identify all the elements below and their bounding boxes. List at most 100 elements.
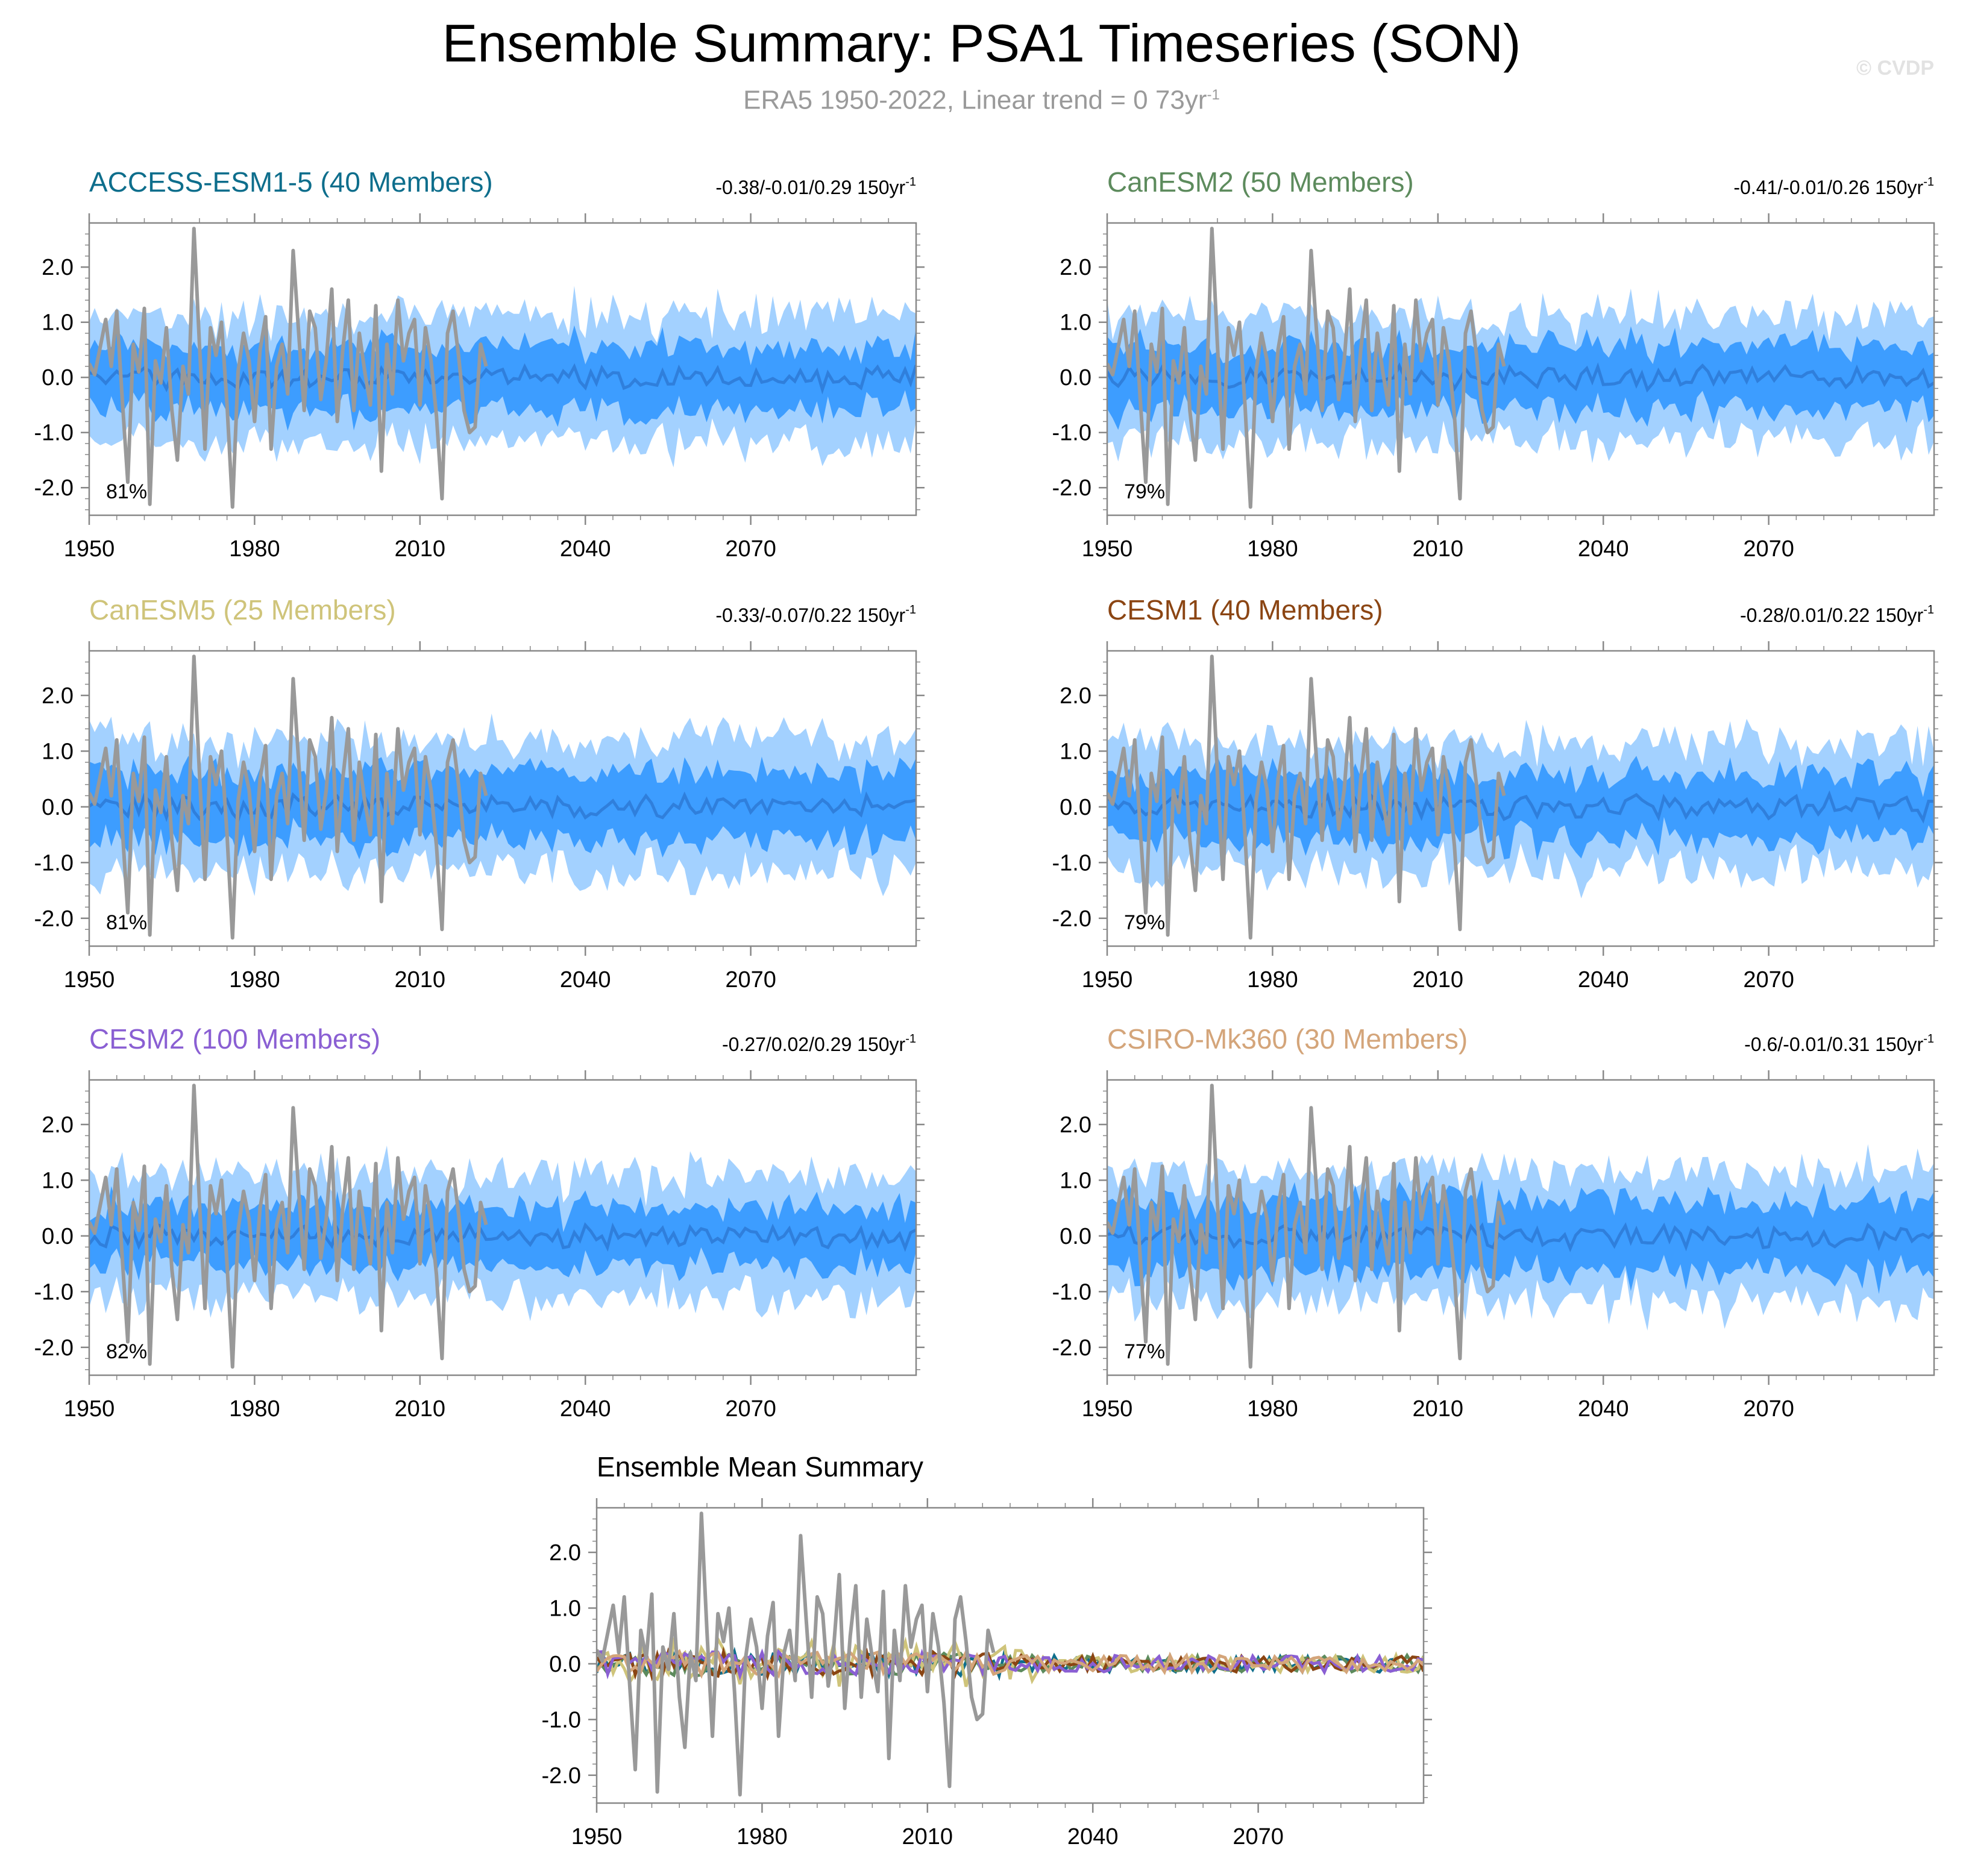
- x-tick-label: 2040: [560, 536, 611, 562]
- inner-spread-band: [1107, 326, 1934, 430]
- panel-5: CESM2 (100 Members) -0.27/0.02/0.29 150yr…: [34, 1023, 925, 1422]
- figure-title: Ensemble Summary: PSA1 Timeseries (SON): [442, 13, 1521, 73]
- y-tick-label: 1.0: [42, 739, 74, 764]
- x-tick-label: 1950: [1082, 536, 1133, 562]
- panel-1: ACCESS-ESM1-5 (40 Members) -0.38/-0.01/0.…: [34, 166, 925, 562]
- percent-label: 79%: [1124, 911, 1165, 934]
- model-mean-series-5: [597, 1648, 1424, 1681]
- x-tick-label: 1980: [229, 967, 280, 993]
- percent-label: 81%: [106, 911, 147, 934]
- y-tick-label: 0.0: [1060, 795, 1091, 820]
- x-tick-label: 2040: [1578, 1396, 1629, 1422]
- trend-stats: -0.41/-0.01/0.26 150yr-1: [1733, 175, 1934, 198]
- trend-stats: -0.6/-0.01/0.31 150yr-1: [1744, 1032, 1934, 1055]
- x-tick-label: 2070: [1743, 536, 1794, 562]
- y-tick-label: -1.0: [1052, 1279, 1091, 1305]
- x-tick-label: 2010: [1413, 967, 1464, 993]
- y-tick-label: 0.0: [549, 1652, 581, 1677]
- x-tick-label: 2010: [902, 1824, 953, 1849]
- observed-era5-line: [1107, 1084, 1506, 1369]
- ensemble-mean-line: [1107, 790, 1934, 824]
- trend-stats: -0.33/-0.07/0.22 150yr-1: [715, 603, 916, 626]
- y-tick-label: -1.0: [34, 1279, 74, 1305]
- y-tick-label: 1.0: [549, 1596, 581, 1621]
- plot-area: [1107, 1084, 1934, 1369]
- y-tick-label: 2.0: [42, 1112, 74, 1138]
- y-tick-label: -1.0: [1052, 421, 1091, 446]
- percent-label: 77%: [1124, 1340, 1165, 1363]
- x-tick-label: 2010: [1413, 536, 1464, 562]
- x-tick-label: 2010: [1413, 1396, 1464, 1422]
- x-tick-label: 2010: [395, 536, 446, 562]
- panel-title: ACCESS-ESM1-5 (40 Members): [89, 166, 493, 198]
- plot-area: [89, 1084, 916, 1369]
- panel-title: CESM1 (40 Members): [1107, 594, 1383, 626]
- panel-3: CanESM5 (25 Members) -0.33/-0.07/0.22 150…: [34, 594, 925, 993]
- plot-area: [89, 227, 916, 509]
- observed-era5-line: [1107, 654, 1506, 940]
- panel-title: Ensemble Mean Summary: [597, 1451, 923, 1482]
- y-tick-label: 2.0: [1060, 683, 1091, 709]
- y-tick-label: -2.0: [542, 1763, 581, 1789]
- x-tick-label: 2040: [1578, 967, 1629, 993]
- y-tick-label: 2.0: [42, 683, 74, 709]
- observed-era5-line: [89, 227, 488, 509]
- x-tick-label: 1980: [1247, 536, 1298, 562]
- plot-area: [1107, 654, 1934, 940]
- subtitle-exponent: -1: [1207, 87, 1220, 103]
- x-tick-label: 1950: [1082, 1396, 1133, 1422]
- panel-title: CSIRO-Mk360 (30 Members): [1107, 1023, 1468, 1055]
- panel-title: CESM2 (100 Members): [89, 1023, 380, 1055]
- plot-area: [1107, 227, 1934, 509]
- x-tick-label: 2070: [725, 536, 776, 562]
- y-tick-label: 0.0: [42, 1224, 74, 1249]
- observed-era5-line: [597, 1511, 996, 1797]
- y-tick-label: -1.0: [542, 1707, 581, 1733]
- ensemble-mean-line: [89, 791, 916, 823]
- panel-title: CanESM5 (25 Members): [89, 594, 396, 626]
- x-tick-label: 1950: [64, 967, 115, 993]
- y-tick-label: 2.0: [549, 1540, 581, 1566]
- inner-spread-band: [89, 756, 916, 859]
- y-tick-label: -2.0: [34, 475, 74, 501]
- figure-subtitle: ERA5 1950-2022, Linear trend = 0 73yr-1: [0, 78, 1963, 118]
- y-tick-label: -1.0: [1052, 850, 1091, 876]
- y-tick-label: -2.0: [1052, 475, 1091, 501]
- x-tick-label: 2040: [560, 967, 611, 993]
- percent-label: 82%: [106, 1340, 147, 1363]
- x-tick-label: 1980: [1247, 1396, 1298, 1422]
- y-tick-label: -1.0: [34, 421, 74, 446]
- observed-era5-line: [89, 1084, 488, 1369]
- inner-spread-band: [1107, 1180, 1934, 1294]
- subtitle-text: ERA5 1950-2022, Linear trend = 0 73yr: [743, 85, 1207, 115]
- x-tick-label: 2040: [560, 1396, 611, 1422]
- cvdp-watermark: © CVDP: [1856, 57, 1934, 80]
- panel-4: CESM1 (40 Members) -0.28/0.01/0.22 150yr-…: [1052, 594, 1943, 993]
- panel-title: CanESM2 (50 Members): [1107, 166, 1414, 198]
- y-tick-label: -1.0: [34, 850, 74, 876]
- trend-stats: -0.38/-0.01/0.29 150yr-1: [715, 175, 916, 198]
- percent-label: 81%: [106, 480, 147, 503]
- y-tick-label: 1.0: [1060, 1168, 1091, 1193]
- x-tick-label: 1980: [229, 1396, 280, 1422]
- y-tick-label: 1.0: [42, 310, 74, 336]
- x-tick-label: 1950: [64, 536, 115, 562]
- x-tick-label: 1950: [64, 1396, 115, 1422]
- model-mean-series-6: [597, 1648, 1424, 1680]
- plot-area: [89, 654, 916, 940]
- y-tick-label: -2.0: [34, 1335, 74, 1361]
- x-tick-label: 2070: [725, 1396, 776, 1422]
- y-tick-label: 2.0: [42, 255, 74, 280]
- x-tick-label: 2010: [395, 967, 446, 993]
- x-tick-label: 1980: [1247, 967, 1298, 993]
- y-tick-label: 2.0: [1060, 255, 1091, 280]
- x-tick-label: 2010: [395, 1396, 446, 1422]
- trend-stats: -0.27/0.02/0.29 150yr-1: [722, 1032, 916, 1055]
- trend-stats: -0.28/0.01/0.22 150yr-1: [1740, 603, 1934, 626]
- panel-6: CSIRO-Mk360 (30 Members) -0.6/-0.01/0.31 …: [1052, 1023, 1943, 1422]
- x-tick-label: 2070: [725, 967, 776, 993]
- observed-era5-line: [89, 654, 488, 940]
- x-tick-label: 2040: [1067, 1824, 1119, 1849]
- panel-7: Ensemble Mean Summary 2.0 1.0 0.0 -1.0 -2.0 19…: [542, 1451, 1432, 1849]
